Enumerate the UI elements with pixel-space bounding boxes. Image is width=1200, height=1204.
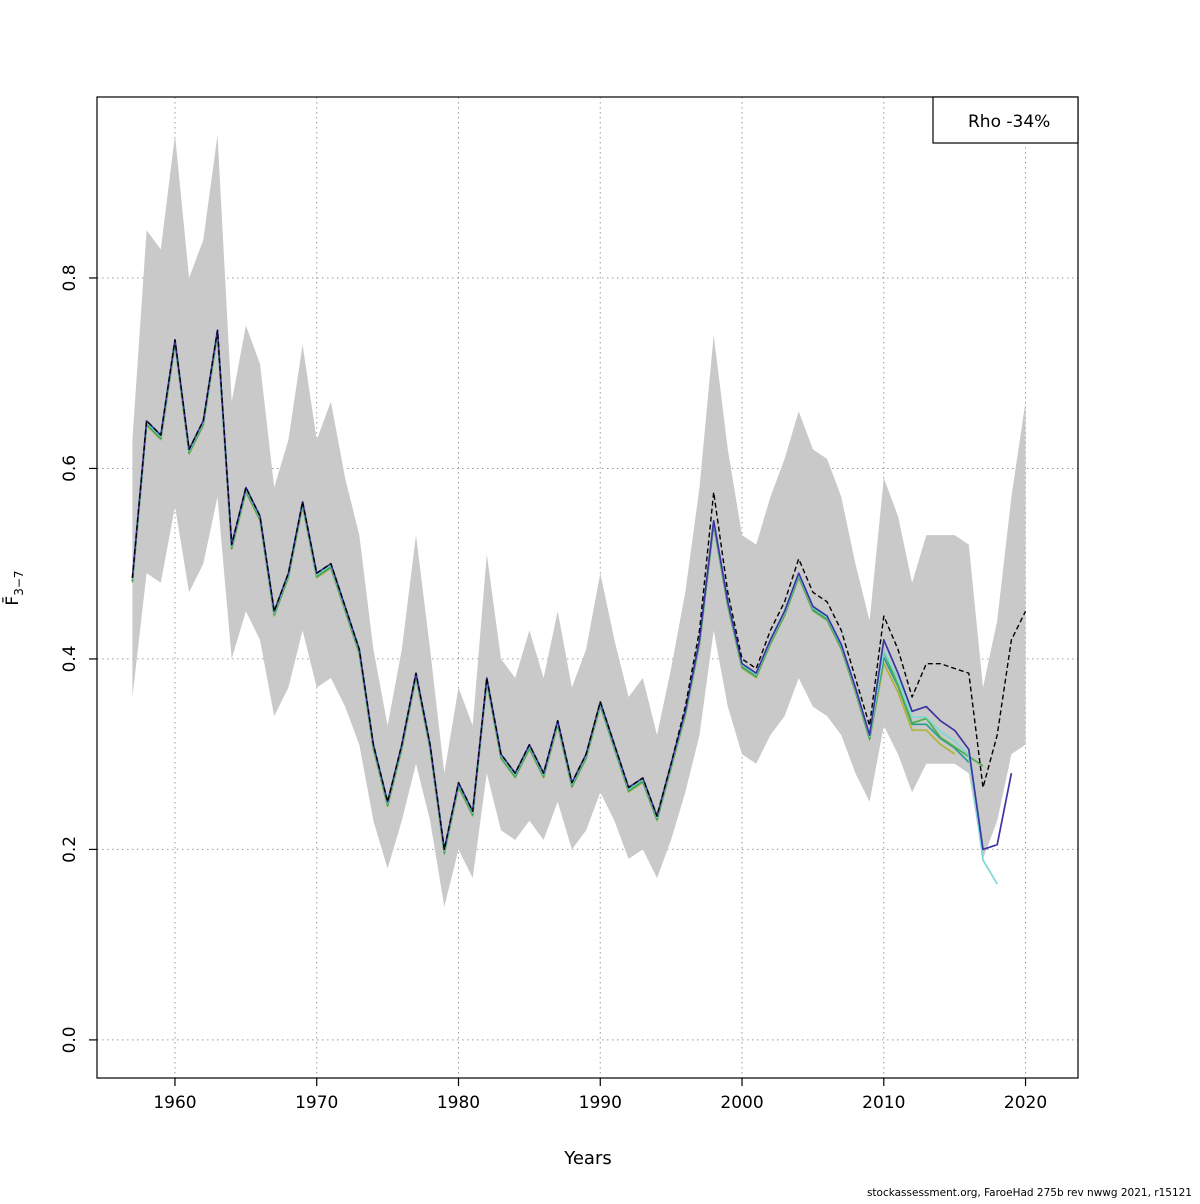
plot-border xyxy=(96,96,1079,1079)
y-axis-title-base: F̄ xyxy=(1,596,23,606)
series-layer xyxy=(131,329,1027,885)
y-axis-title: F̄3−7 xyxy=(1,570,26,605)
x-tick-label: 1980 xyxy=(437,1093,480,1113)
x-tick-label: 2000 xyxy=(720,1093,763,1113)
y-tick-label: 0.8 xyxy=(60,264,80,291)
x-tick-label: 1960 xyxy=(153,1093,196,1113)
x-tick-label: 1970 xyxy=(295,1093,338,1113)
x-tick-label: 2010 xyxy=(862,1093,905,1113)
y-tick-label: 0.6 xyxy=(60,455,80,482)
legend-frame xyxy=(932,96,1079,144)
x-axis-title: Years xyxy=(563,1148,612,1169)
legend-box: Rho -34% xyxy=(932,96,1079,144)
assessment-estimate-line xyxy=(131,329,1027,851)
y-tick-label: 0.4 xyxy=(60,645,80,672)
confidence-band xyxy=(132,135,1026,907)
confidence-band-layer xyxy=(132,135,1026,907)
y-tick-label: 0.2 xyxy=(60,836,80,863)
x-tick-label: 1990 xyxy=(579,1093,622,1113)
axis-ticks: 1960 1970 1980 1990 2000 2010 2020 0.0 0.2 0.4 0.6… xyxy=(60,264,1047,1113)
y-axis-title-subscript: 3−7 xyxy=(12,570,26,595)
source-footnote: stockassessment.org, FaroeHad 275b rev n… xyxy=(867,1187,1192,1199)
y-tick-label: 0.0 xyxy=(60,1026,80,1053)
x-tick-label: 2020 xyxy=(1004,1093,1047,1113)
legend-rho-label: Rho -34% xyxy=(968,112,1050,132)
